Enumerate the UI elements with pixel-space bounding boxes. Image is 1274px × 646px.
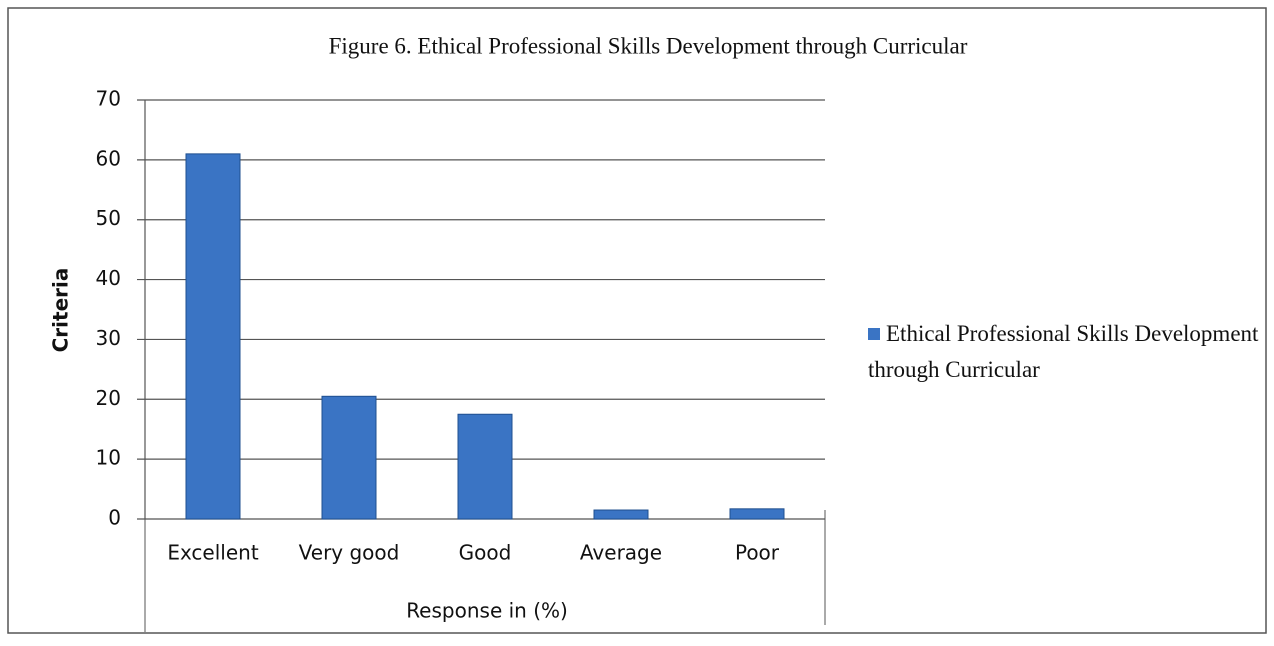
y-tick-label: 30 <box>96 326 121 350</box>
y-tick-label: 50 <box>96 206 121 230</box>
y-tick-label: 60 <box>96 146 121 170</box>
y-axis-label: Criteria <box>49 268 73 353</box>
y-tick-label: 0 <box>108 506 121 530</box>
bar <box>593 509 649 520</box>
y-tick-label: 10 <box>96 446 121 470</box>
y-tick-label: 20 <box>96 386 121 410</box>
bar <box>457 413 513 520</box>
bar <box>321 395 377 520</box>
x-tick-label: Poor <box>735 541 780 565</box>
x-tick-label: Excellent <box>167 541 259 565</box>
x-tick-label: Average <box>580 541 662 565</box>
legend: Ethical Professional Skills Development … <box>868 316 1268 388</box>
x-axis-label: Response in (%) <box>406 599 568 623</box>
y-tick-label: 70 <box>96 87 121 111</box>
bar <box>729 508 785 520</box>
x-tick-label: Very good <box>299 541 400 565</box>
chart-frame <box>7 7 1267 634</box>
bar <box>185 153 241 520</box>
y-tick-label: 40 <box>96 266 121 290</box>
x-tick-label: Good <box>459 541 512 565</box>
chart-title: Figure 6. Ethical Professional Skills De… <box>329 33 968 58</box>
legend-label: Ethical Professional Skills Development … <box>868 321 1259 382</box>
legend-swatch <box>868 328 880 340</box>
